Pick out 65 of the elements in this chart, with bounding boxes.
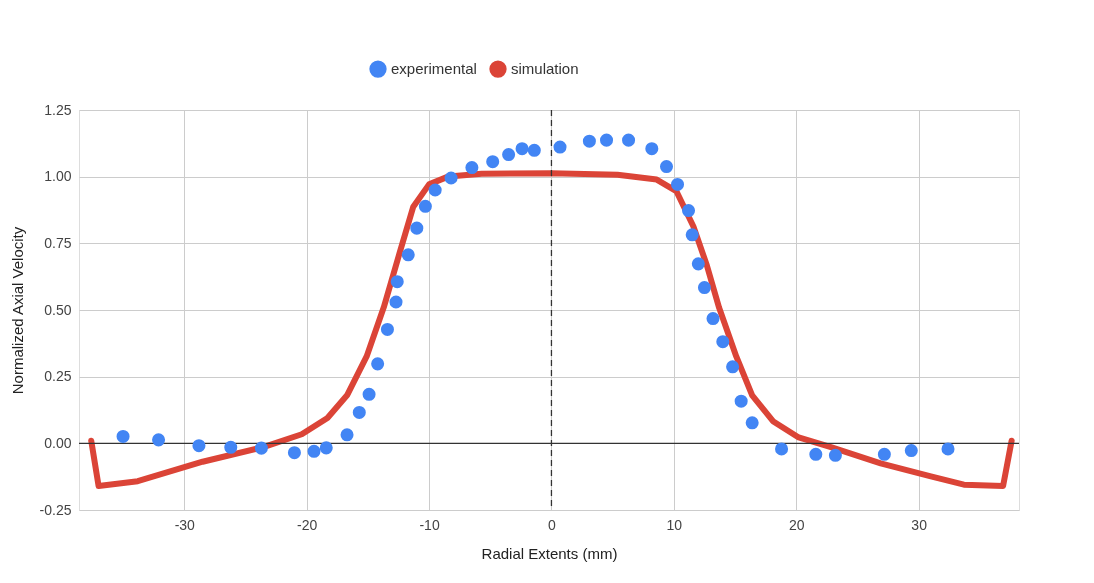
- point: [319, 441, 333, 455]
- point: [697, 281, 711, 295]
- point: [116, 429, 130, 443]
- point: [685, 228, 699, 242]
- point: [502, 148, 516, 162]
- point: [828, 448, 842, 462]
- y-tick-label: -0.25: [39, 501, 72, 518]
- y-tick-label: 1.00: [44, 168, 72, 185]
- legend-label: experimental: [391, 60, 477, 78]
- y-tick-label: 0.75: [44, 234, 72, 251]
- x-tick-label: -10: [419, 516, 440, 533]
- y-tick-label: 0.25: [44, 368, 72, 385]
- legend-label: simulation: [511, 60, 579, 78]
- point: [410, 221, 424, 235]
- point: [682, 204, 696, 218]
- point: [515, 142, 529, 156]
- point: [734, 394, 748, 408]
- point: [352, 405, 366, 419]
- point: [691, 257, 705, 271]
- x-tick-label: 10: [666, 516, 683, 533]
- x-tick-label: -20: [297, 516, 318, 533]
- y-tick-label: 0.50: [44, 301, 72, 318]
- x-tick-label: 0: [548, 516, 557, 533]
- x-tick-label: -30: [174, 516, 196, 533]
- point: [582, 134, 596, 148]
- point: [152, 433, 166, 447]
- point: [622, 133, 636, 147]
- point: [401, 248, 415, 262]
- point: [371, 357, 385, 371]
- point: [527, 143, 541, 157]
- y-axis-title: Normalized Axial Velocity: [8, 226, 26, 395]
- point: [726, 360, 740, 374]
- point: [307, 444, 321, 458]
- point: [428, 183, 442, 197]
- point: [877, 447, 891, 461]
- point: [941, 442, 955, 456]
- point: [600, 133, 614, 147]
- x-tick-label: 20: [788, 516, 805, 533]
- point: [553, 140, 567, 154]
- point: [904, 444, 918, 458]
- point: [340, 428, 354, 442]
- point: [465, 161, 479, 175]
- point: [659, 160, 674, 174]
- point: [645, 142, 659, 156]
- point: [671, 177, 685, 191]
- point: [224, 440, 238, 454]
- point: [362, 387, 376, 401]
- y-tick-label: 1.25: [44, 101, 72, 118]
- point: [486, 155, 500, 169]
- point: [287, 446, 301, 460]
- point: [745, 416, 759, 430]
- x-axis-title: Radial Extents (mm): [481, 544, 618, 562]
- x-tick-label: 30: [911, 516, 928, 533]
- point: [809, 447, 823, 461]
- point: [389, 295, 403, 309]
- point: [775, 442, 789, 456]
- y-tick-label: 0.00: [44, 434, 72, 451]
- point: [380, 322, 394, 336]
- point: [254, 441, 268, 455]
- point: [418, 199, 432, 213]
- point: [706, 312, 720, 326]
- point: [192, 439, 206, 453]
- point: [390, 275, 404, 289]
- point: [716, 335, 730, 349]
- point: [444, 171, 458, 185]
